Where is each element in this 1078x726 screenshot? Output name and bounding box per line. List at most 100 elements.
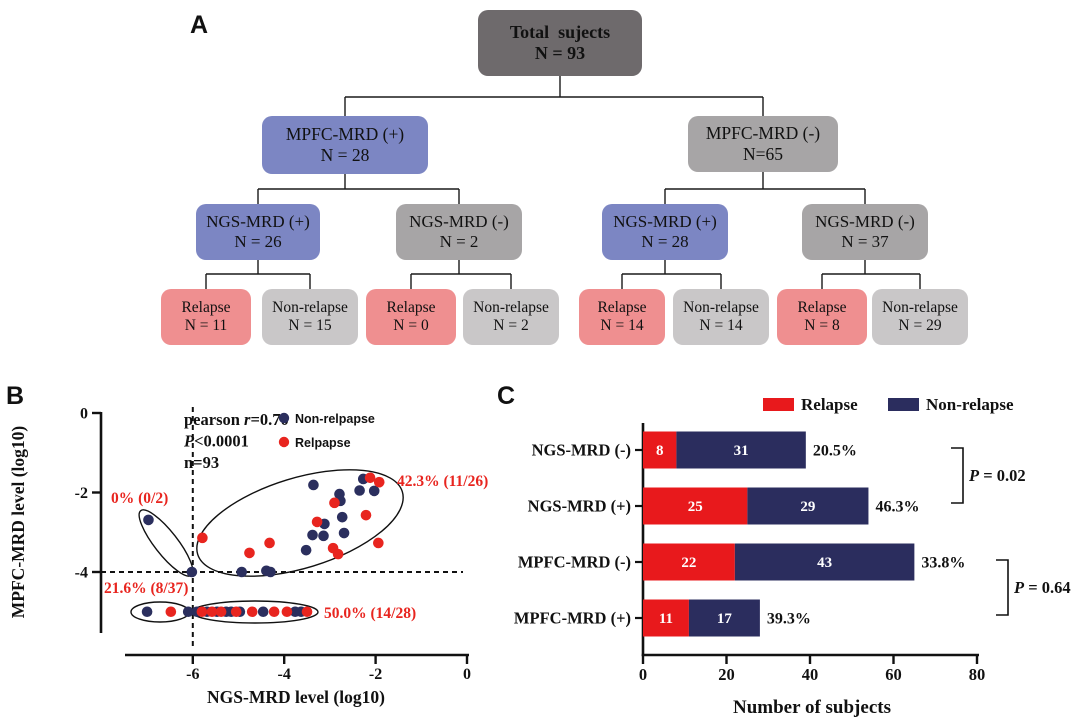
- c-category-label: NGS-MRD (+): [528, 497, 631, 516]
- panel-c-label: C: [497, 382, 516, 410]
- b-group-ellipse: [130, 601, 190, 623]
- c-pvalue-label: P = 0.02: [968, 466, 1026, 485]
- scatter-point: [206, 606, 218, 618]
- flow-box-label: MPFC-MRD (-): [705, 123, 821, 143]
- scatter-point: [264, 537, 275, 549]
- flow-box-label: NGS-MRD (+): [206, 212, 310, 231]
- bar-segment: [643, 431, 677, 469]
- flow-box-label: MPFC-MRD (+): [285, 124, 405, 144]
- b-legend-dot: [278, 436, 290, 448]
- flow-box-mpfc-pos: MPFC-MRD (+) N = 28: [262, 116, 428, 174]
- flow-box-label: NGS-MRD (-): [409, 212, 509, 231]
- b-y-tick-label: 0: [80, 406, 88, 423]
- b-x-tick-label: 0: [463, 666, 471, 683]
- scatter-point: [329, 497, 340, 509]
- b-stats-line: n=93: [184, 453, 219, 472]
- scatter-point: [301, 606, 313, 618]
- b-y-tick-label: -4: [75, 565, 88, 582]
- b-group-annotation: 0% (0/2): [111, 490, 168, 507]
- scatter-point: [197, 532, 208, 544]
- c-legend-label: Non-relapse: [926, 395, 1014, 414]
- b-group-annotation: 50.0% (14/28): [324, 605, 416, 622]
- scatter-point: [368, 485, 380, 497]
- flow-box-n: N = 0: [393, 317, 429, 334]
- c-comparison-bracket: [951, 447, 964, 504]
- scatter-point: [281, 606, 293, 618]
- b-x-tick-label: -4: [278, 666, 291, 683]
- bar-segment-value: 29: [800, 499, 815, 515]
- b-x-axis-label: NGS-MRD level (log10): [207, 687, 385, 707]
- c-category-label: NGS-MRD (-): [532, 441, 631, 460]
- bar-segment: [688, 599, 760, 637]
- flow-box-n: N = 37: [841, 232, 889, 251]
- flow-box-n: N = 2: [493, 317, 529, 334]
- c-comparison-bracket: [996, 559, 1009, 616]
- bar-segment-value: 31: [734, 443, 749, 459]
- scatter-point: [196, 606, 208, 618]
- b-group-annotation: 42.3% (11/26): [397, 473, 488, 490]
- scatter-point: [230, 606, 242, 618]
- flow-box-n: N = 8: [804, 317, 840, 334]
- flow-box-relapse-2: Relapse N = 0: [366, 289, 456, 345]
- scatter-point: [311, 516, 323, 528]
- flow-box-n: N = 29: [898, 317, 942, 334]
- flow-box-total: Total sujects N = 93: [478, 10, 642, 76]
- flow-box-n: N = 14: [600, 317, 644, 334]
- flow-box-label: Relapse: [181, 299, 231, 316]
- scatter-point: [244, 547, 255, 559]
- flow-box-label: Relapse: [797, 299, 847, 316]
- scatter-point: [373, 537, 384, 549]
- flow-box-ngs-neg-1: NGS-MRD (-) N = 2: [396, 204, 522, 260]
- c-category-label: MPFC-MRD (+): [514, 609, 631, 628]
- scatter-point: [215, 606, 227, 618]
- scatter-point: [246, 606, 258, 618]
- flow-box-nonrelapse-2: Non-relapse N = 2: [463, 289, 559, 345]
- panel-b-label: B: [6, 382, 25, 410]
- b-group-annotation: 21.6% (8/37): [104, 580, 188, 597]
- flow-box-n: N = 2: [439, 232, 479, 251]
- scatter-point: [143, 514, 154, 526]
- panel-a-label: A: [190, 11, 209, 39]
- flow-box-n: N = 14: [699, 317, 743, 334]
- scatter-point: [308, 479, 319, 491]
- bar-segment-value: 25: [688, 499, 703, 515]
- bar-segment-value: 22: [681, 555, 696, 571]
- scatter-point: [236, 566, 247, 578]
- flow-box-mpfc-neg: MPFC-MRD (-) N=65: [688, 116, 838, 172]
- stacked-bar-chart: 0 20 40 60 80 8 31 20.5% NGS-MRD (-) 25 29 46.3% NGS…: [514, 395, 1071, 718]
- c-x-tick-label: 60: [885, 665, 902, 684]
- flow-box-ngs-pos-1: NGS-MRD (+) N = 26: [196, 204, 320, 260]
- flow-box-relapse-3: Relapse N = 14: [579, 289, 665, 345]
- c-legend-swatch: [888, 398, 919, 411]
- flow-box-label: Relapse: [386, 299, 436, 316]
- scatter-point: [373, 476, 385, 488]
- bar-segment-value: 8: [656, 443, 664, 459]
- c-x-tick-label: 0: [639, 665, 647, 684]
- bar-segment-value: 17: [717, 611, 733, 627]
- scatter-plot: 0 -2 -4 -6 -4 -2 0 pearson r=0.70 P<0.0001 n=93 No…: [8, 406, 488, 708]
- flow-box-relapse-4: Relapse N = 8: [777, 289, 867, 345]
- flow-box-label: Non-relapse: [272, 299, 348, 316]
- c-x-tick-label: 20: [718, 665, 735, 684]
- flow-box-label: Non-relapse: [683, 299, 759, 316]
- flow-box-n: N = 15: [288, 317, 332, 334]
- b-group-ellipse: [196, 469, 404, 577]
- flow-box-label: NGS-MRD (+): [613, 212, 717, 231]
- scatter-point: [182, 606, 194, 618]
- flow-box-n: N = 93: [534, 43, 586, 63]
- bar-segment: [643, 599, 689, 637]
- flow-box-nonrelapse-4: Non-relapse N = 29: [872, 289, 968, 345]
- flow-box-nonrelapse-3: Non-relapse N = 14: [673, 289, 769, 345]
- scatter-point: [364, 472, 376, 484]
- flow-box-label: Relapse: [597, 299, 647, 316]
- bar-segment-value: 11: [659, 611, 673, 627]
- bar-segment: [643, 543, 735, 581]
- flow-box-label: Total sujects: [509, 22, 611, 42]
- b-x-tick-label: -2: [369, 666, 382, 683]
- bar-segment: [676, 431, 806, 469]
- scatter-point: [307, 529, 318, 541]
- b-legend-label: Non-relpapse: [295, 412, 375, 426]
- flow-box-ngs-pos-2: NGS-MRD (+) N = 28: [602, 204, 728, 260]
- bar-segment-value: 43: [817, 555, 832, 571]
